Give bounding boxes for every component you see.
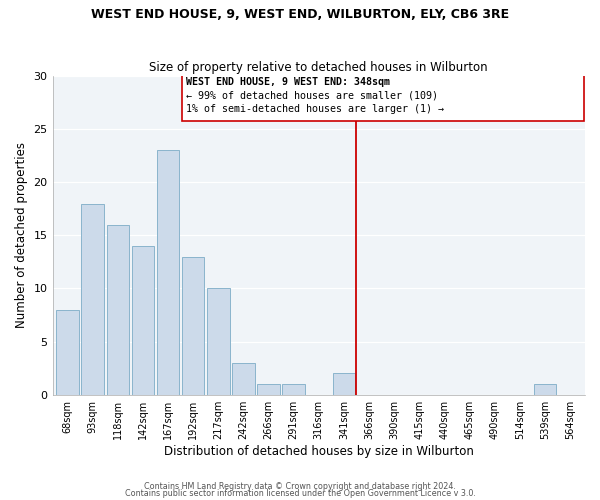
Bar [257, 384, 280, 394]
Bar [533, 384, 556, 394]
Bar [232, 363, 255, 394]
Bar [332, 374, 355, 394]
Text: Contains public sector information licensed under the Open Government Licence v : Contains public sector information licen… [125, 490, 475, 498]
Bar [283, 384, 305, 394]
Bar [182, 256, 205, 394]
Bar [207, 288, 230, 395]
Bar [157, 150, 179, 394]
Text: WEST END HOUSE, 9, WEST END, WILBURTON, ELY, CB6 3RE: WEST END HOUSE, 9, WEST END, WILBURTON, … [91, 8, 509, 20]
Text: 1% of semi-detached houses are larger (1) →: 1% of semi-detached houses are larger (1… [185, 104, 443, 114]
Text: ← 99% of detached houses are smaller (109): ← 99% of detached houses are smaller (10… [185, 90, 437, 101]
Text: Contains HM Land Registry data © Crown copyright and database right 2024.: Contains HM Land Registry data © Crown c… [144, 482, 456, 491]
Y-axis label: Number of detached properties: Number of detached properties [15, 142, 28, 328]
Bar [56, 310, 79, 394]
Text: WEST END HOUSE, 9 WEST END: 348sqm: WEST END HOUSE, 9 WEST END: 348sqm [185, 76, 389, 86]
FancyBboxPatch shape [182, 73, 584, 120]
X-axis label: Distribution of detached houses by size in Wilburton: Distribution of detached houses by size … [164, 444, 474, 458]
Title: Size of property relative to detached houses in Wilburton: Size of property relative to detached ho… [149, 60, 488, 74]
Bar [107, 225, 129, 394]
Bar [131, 246, 154, 394]
Bar [82, 204, 104, 394]
